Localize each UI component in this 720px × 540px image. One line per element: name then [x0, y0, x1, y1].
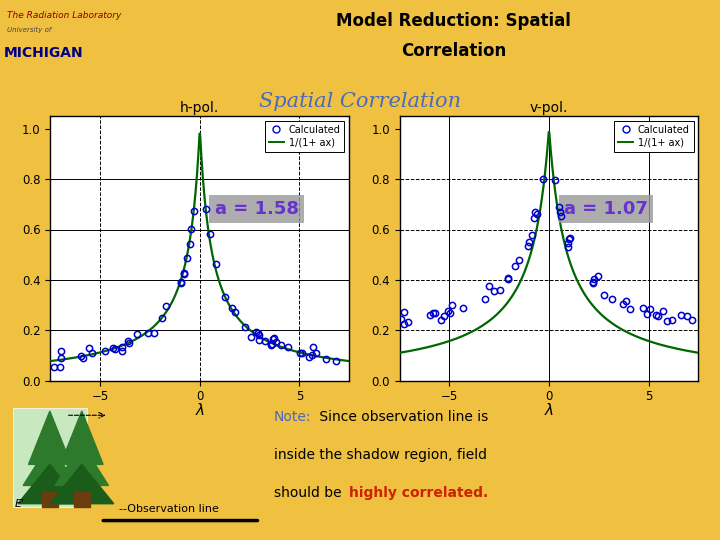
Text: a = 1.58: a = 1.58 [215, 200, 299, 218]
Legend: Calculated, 1/(1+ ax): Calculated, 1/(1+ ax) [614, 121, 693, 152]
X-axis label: λ: λ [544, 403, 554, 418]
Title: h-pol.: h-pol. [180, 101, 220, 115]
Text: The Radiation Laboratory: The Radiation Laboratory [7, 11, 122, 19]
Text: University of: University of [7, 27, 52, 33]
Polygon shape [74, 492, 90, 507]
Polygon shape [55, 443, 109, 485]
Text: --Observation line: --Observation line [119, 504, 219, 514]
Polygon shape [23, 443, 76, 485]
Text: inside the shadow region, field: inside the shadow region, field [274, 448, 487, 462]
Polygon shape [29, 411, 71, 464]
Polygon shape [60, 411, 103, 464]
Text: E': E' [15, 500, 25, 509]
Text: a = 1.07: a = 1.07 [564, 200, 648, 218]
Text: highly correlated.: highly correlated. [349, 486, 488, 500]
Polygon shape [42, 492, 58, 507]
Title: v-pol.: v-pol. [530, 101, 568, 115]
Text: Correlation: Correlation [401, 42, 506, 60]
Text: should be: should be [274, 486, 346, 500]
FancyBboxPatch shape [12, 408, 87, 507]
Text: MICHIGAN: MICHIGAN [4, 46, 84, 60]
Text: Note:: Note: [274, 410, 311, 424]
X-axis label: λ: λ [195, 403, 204, 418]
Text: Model Reduction: Spatial: Model Reduction: Spatial [336, 12, 571, 30]
Legend: Calculated, 1/(1+ ax): Calculated, 1/(1+ ax) [265, 121, 344, 152]
Polygon shape [50, 464, 114, 504]
Text: Since observation line is: Since observation line is [315, 410, 488, 424]
Text: Spatial Correlation: Spatial Correlation [259, 92, 461, 111]
Polygon shape [18, 464, 82, 504]
